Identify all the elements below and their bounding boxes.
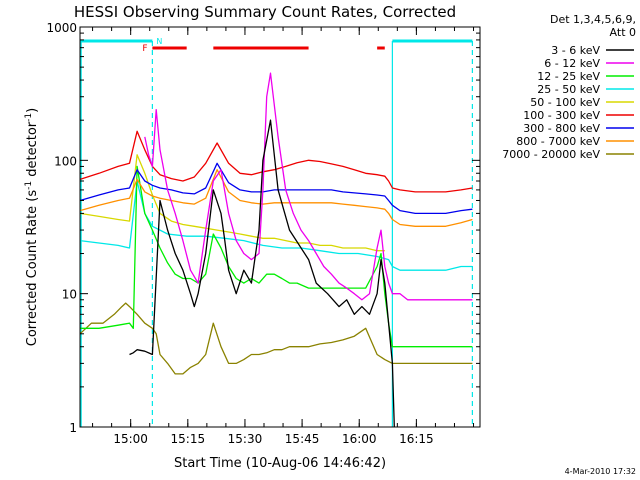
y-tick-label-2: 100 [54, 154, 77, 168]
x-tick-label-1: 15:15 [171, 432, 206, 446]
x-axis-label: Start Time (10-Aug-06 14:46:42) [174, 456, 386, 471]
plot-area: FN [79, 37, 473, 428]
legend-entry-7: 800 - 7000 keV [516, 135, 634, 148]
legend-entry-3: 25 - 50 keV [537, 83, 634, 96]
legend-label-1: 6 - 12 keV [544, 57, 600, 70]
legend-label-6: 300 - 800 keV [523, 122, 600, 135]
legend-entry-2: 12 - 25 keV [537, 70, 634, 83]
plot-frame [79, 26, 481, 428]
x-tick-label-4: 16:00 [342, 432, 377, 446]
legend-label-3: 25 - 50 keV [537, 83, 600, 96]
y-tick-label-1: 10 [62, 288, 77, 302]
timestamp: 4-Mar-2010 17:32 [565, 467, 636, 476]
legend-entry-8: 7000 - 20000 keV [502, 148, 634, 161]
legend-entry-6: 300 - 800 keV [523, 122, 634, 135]
legend-title-2: Att 0 [610, 26, 636, 39]
series-line-8 [79, 302, 473, 375]
flag-f-label: F [142, 44, 147, 54]
legend-label-4: 50 - 100 keV [530, 96, 600, 109]
x-tick-label-2: 15:30 [228, 432, 263, 446]
legend-label-5: 100 - 300 keV [523, 109, 600, 122]
x-tick-label-0: 15:00 [113, 432, 148, 446]
y-tick-label-0: 1 [69, 421, 77, 435]
series-line-7 [79, 169, 473, 227]
legend-label-8: 7000 - 20000 keV [502, 148, 600, 161]
y-tick-label-3: 1000 [46, 21, 77, 35]
legend-entry-1: 6 - 12 keV [544, 57, 634, 70]
series-line-0 [129, 119, 395, 428]
legend-entry-4: 50 - 100 keV [530, 96, 634, 109]
y-axis-label: Corrected Count Rate (s-1 detector-1) [24, 108, 40, 346]
legend-title-1: Det 1,3,4,5,6,9, [550, 13, 636, 26]
x-axis: 15:00 15:15 15:30 15:45 16:00 16:15 [92, 27, 475, 446]
legend-entry-5: 100 - 300 keV [523, 109, 634, 122]
series-line-3 [79, 180, 473, 271]
x-tick-label-5: 16:15 [399, 432, 434, 446]
legend-label-2: 12 - 25 keV [537, 70, 600, 83]
chart-title: HESSI Observing Summary Count Rates, Cor… [74, 3, 456, 21]
flag-n-label: N [156, 37, 162, 46]
legend-label-7: 800 - 7000 keV [516, 135, 600, 148]
x-tick-label-3: 15:45 [285, 432, 320, 446]
series-line-4 [79, 154, 385, 252]
series-line-1 [144, 72, 473, 301]
series-line-2 [80, 165, 473, 348]
legend-entry-0: 3 - 6 keV [551, 44, 634, 57]
legend-label-0: 3 - 6 keV [551, 44, 600, 57]
series-line-6 [79, 162, 473, 215]
y-axis: 1 10 100 1000 [46, 21, 480, 435]
